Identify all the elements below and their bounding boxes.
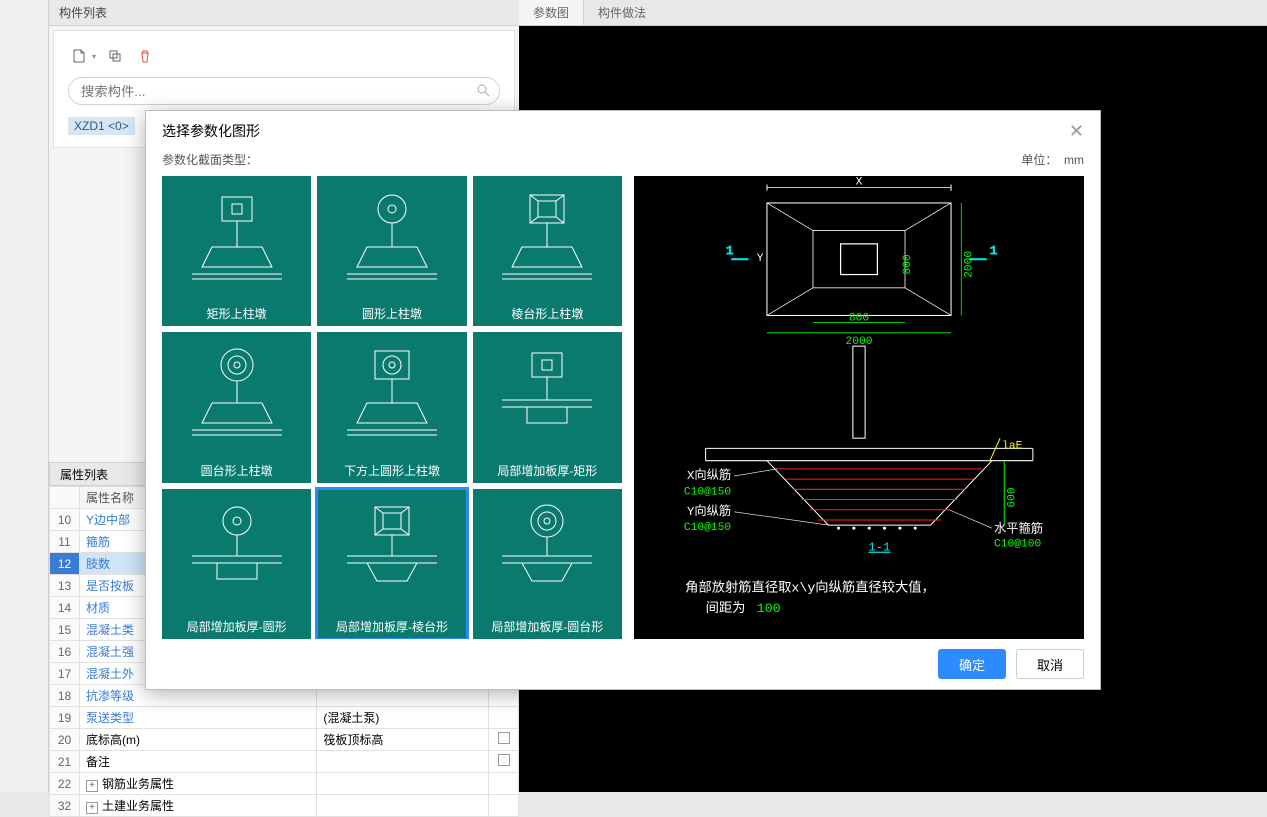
checkbox[interactable] [498, 732, 510, 744]
param-shape-dialog: 选择参数化图形 ✕ 参数化截面类型： 单位： mm 矩形上柱墩圆形上柱墩棱台形上… [145, 110, 1101, 690]
shape-option[interactable]: 圆形上柱墩 [317, 176, 466, 326]
svg-text:水平箍筋: 水平箍筋 [994, 520, 1043, 536]
new-button[interactable]: ▾ [68, 45, 96, 67]
shape-label: 局部增加板厚-圆形 [162, 614, 311, 639]
expand-icon[interactable]: + [86, 802, 98, 814]
component-tag[interactable]: XZD1 <0> [68, 117, 135, 135]
copy-button[interactable] [104, 45, 126, 67]
svg-text:Y向纵筋: Y向纵筋 [687, 503, 731, 519]
search-icon [476, 83, 490, 100]
svg-text:800: 800 [902, 254, 914, 275]
subtitle: 参数化截面类型： [162, 151, 258, 168]
svg-text:C10@150: C10@150 [684, 486, 732, 498]
cancel-button[interactable]: 取消 [1016, 649, 1084, 679]
checkbox[interactable] [498, 754, 510, 766]
shape-label: 圆台形上柱墩 [162, 458, 311, 483]
property-row[interactable]: 19泵送类型(混凝土泵) [50, 707, 519, 729]
shape-label: 局部增加板厚-矩形 [473, 458, 622, 483]
search-input[interactable] [68, 77, 500, 105]
shape-option[interactable]: 局部增加板厚-圆台形 [473, 489, 622, 639]
property-row[interactable]: 22+钢筋业务属性 [50, 773, 519, 795]
svg-text:X向纵筋: X向纵筋 [687, 467, 731, 483]
tab-method[interactable]: 构件做法 [584, 0, 660, 25]
shape-option[interactable]: 下方上圆形上柱墩 [317, 332, 466, 482]
close-icon[interactable]: ✕ [1069, 111, 1084, 151]
svg-text:1-1: 1-1 [868, 541, 890, 555]
svg-text:间距为: 间距为 [706, 600, 746, 616]
dim-y-label: Y [757, 253, 764, 265]
svg-text:laE: laE [1002, 440, 1023, 452]
svg-text:600: 600 [1006, 487, 1018, 508]
shape-option[interactable]: 局部增加板厚-棱台形 [317, 489, 466, 639]
shape-preview: X Y 2000 800 [634, 176, 1084, 639]
svg-text:1: 1 [726, 244, 733, 258]
component-list-title: 构件列表 [49, 0, 519, 26]
right-tabs: 参数图 构件做法 [519, 0, 1267, 26]
delete-button[interactable] [134, 45, 156, 67]
svg-text:2000: 2000 [964, 251, 976, 278]
shape-label: 棱台形上柱墩 [473, 301, 622, 326]
tab-param[interactable]: 参数图 [519, 0, 584, 25]
dim-x-label: X [856, 177, 863, 189]
svg-text:1: 1 [990, 244, 997, 258]
shape-label: 圆形上柱墩 [317, 301, 466, 326]
svg-text:C10@100: C10@100 [994, 539, 1042, 551]
property-row[interactable]: 21备注 [50, 751, 519, 773]
shape-grid: 矩形上柱墩圆形上柱墩棱台形上柱墩圆台形上柱墩下方上圆形上柱墩局部增加板厚-矩形局… [162, 176, 622, 639]
shape-option[interactable]: 局部增加板厚-矩形 [473, 332, 622, 482]
property-row[interactable]: 32+土建业务属性 [50, 795, 519, 817]
shape-label: 下方上圆形上柱墩 [317, 458, 466, 483]
shape-label: 局部增加板厚-棱台形 [317, 614, 466, 639]
dialog-title: 选择参数化图形 [162, 111, 260, 151]
left-gutter [0, 0, 49, 792]
svg-text:角部放射筋直径取x\y向纵筋直径较大值，: 角部放射筋直径取x\y向纵筋直径较大值， [685, 579, 935, 596]
svg-text:800: 800 [849, 313, 870, 325]
svg-text:100: 100 [757, 601, 781, 616]
shape-option[interactable]: 圆台形上柱墩 [162, 332, 311, 482]
shape-label: 局部增加板厚-圆台形 [473, 614, 622, 639]
expand-icon[interactable]: + [86, 780, 98, 792]
svg-text:C10@150: C10@150 [684, 522, 732, 534]
shape-option[interactable]: 局部增加板厚-圆形 [162, 489, 311, 639]
shape-option[interactable]: 棱台形上柱墩 [473, 176, 622, 326]
confirm-button[interactable]: 确定 [938, 649, 1006, 679]
shape-label: 矩形上柱墩 [162, 301, 311, 326]
shape-option[interactable]: 矩形上柱墩 [162, 176, 311, 326]
property-row[interactable]: 20底标高(m)筏板顶标高 [50, 729, 519, 751]
component-toolbar: ▾ [64, 39, 504, 73]
caret-down-icon: ▾ [92, 52, 96, 61]
new-doc-icon [68, 45, 90, 67]
